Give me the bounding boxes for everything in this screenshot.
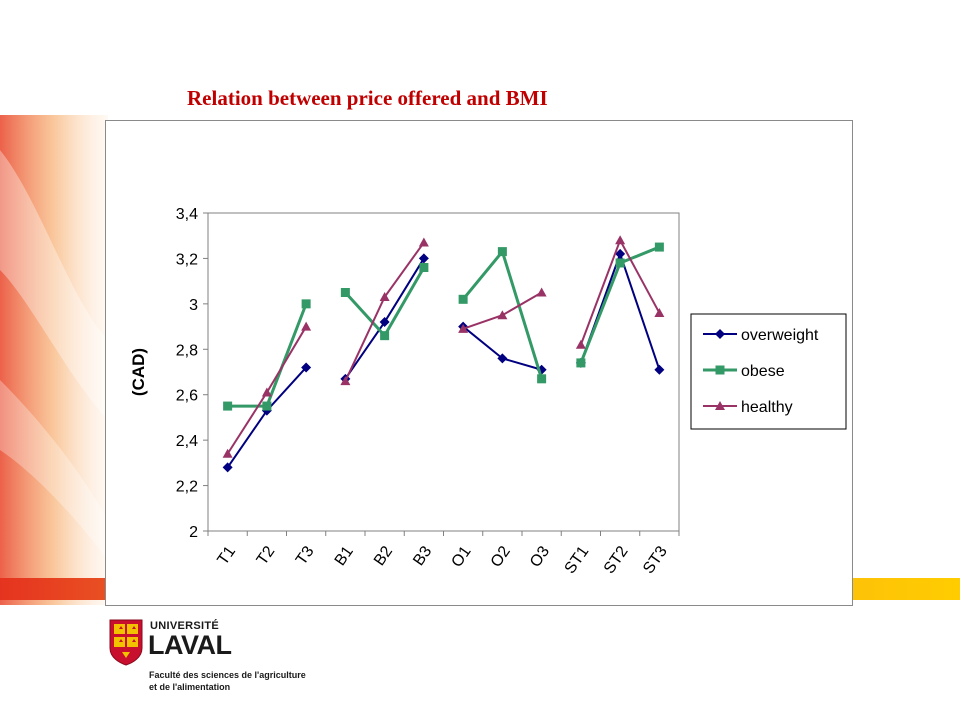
data-point-overweight: [497, 353, 508, 364]
data-point-obese: [340, 288, 350, 297]
data-point-healthy: [575, 339, 586, 349]
y-tick-label: 2,4: [176, 433, 198, 450]
data-point-overweight: [654, 364, 665, 375]
data-point-healthy: [261, 387, 272, 397]
data-point-healthy: [301, 321, 312, 331]
x-tick-label: ST2: [601, 543, 632, 577]
legend-marker-obese: [715, 365, 725, 375]
data-point-healthy: [654, 307, 665, 317]
data-point-healthy: [536, 287, 547, 297]
universite-laval-logo: UNIVERSITÉ LAVAL Faculté des sciences de…: [108, 618, 338, 698]
university-name: LAVAL: [148, 630, 232, 660]
y-tick-label: 3,4: [176, 206, 198, 223]
x-tick-label: O2: [488, 543, 514, 570]
data-point-obese: [615, 258, 625, 268]
data-point-overweight: [222, 462, 233, 473]
data-point-obese: [458, 294, 468, 304]
data-point-obese: [301, 299, 311, 309]
legend-label-overweight: overweight: [741, 327, 819, 344]
x-tick-label: T3: [293, 543, 318, 568]
x-tick-label: ST1: [562, 543, 593, 577]
university-label: UNIVERSITÉ: [150, 620, 220, 632]
crest-icon: [109, 619, 143, 666]
data-point-overweight: [301, 362, 312, 373]
chart-container: 2 2,2 2,4 2,6 2,8 3 3,2 3,4 T1 T2 T3 B1 B2 B3 O1 O2 O3 ST…: [105, 120, 853, 606]
data-point-obese: [262, 401, 272, 411]
data-point-obese: [223, 401, 233, 411]
data-point-obese: [576, 358, 586, 368]
x-tick-label: B1: [332, 543, 357, 569]
legend-label-healthy: healthy: [741, 399, 793, 416]
data-point-overweight: [379, 317, 390, 328]
y-tick-label: 2,8: [176, 342, 198, 359]
data-point-obese: [654, 242, 664, 252]
data-point-healthy: [340, 376, 351, 386]
y-tick-label: 2,6: [176, 388, 198, 405]
legend-marker-healthy: [715, 401, 725, 410]
plot-area: [207, 212, 680, 532]
data-point-obese: [537, 374, 547, 384]
data-point-healthy: [222, 448, 233, 458]
data-point-healthy: [379, 292, 390, 302]
slide-title: Relation between price offered and BMI: [187, 86, 548, 110]
y-tick-label: 2: [189, 524, 198, 541]
y-tick-label: 3: [189, 297, 198, 314]
data-point-healthy: [615, 235, 626, 245]
data-point-healthy: [458, 323, 469, 333]
faculty-line-2: et de l'alimentation: [149, 682, 231, 692]
faculty-line-1: Faculté des sciences de l'agriculture: [149, 670, 306, 680]
x-tick-label: O3: [527, 543, 553, 570]
line-chart: 2 2,2 2,4 2,6 2,8 3 3,2 3,4 T1 T2 T3 B1 B2 B3 O1 O2 O3 ST…: [129, 206, 847, 577]
data-point-healthy: [497, 310, 508, 320]
data-point-overweight: [615, 248, 626, 259]
y-tick-label: 3,2: [176, 251, 198, 268]
faculty-name: Faculté des sciences de l'agriculture et…: [149, 669, 339, 693]
legend-label-obese: obese: [741, 363, 785, 380]
y-axis-label: (CAD): [129, 348, 148, 396]
data-point-obese: [497, 247, 507, 257]
legend-marker-overweight: [715, 329, 725, 339]
x-tick-label: O1: [448, 543, 474, 570]
data-point-obese: [380, 331, 390, 341]
x-tick-label: B3: [410, 543, 435, 569]
x-tick-label: B2: [371, 543, 396, 569]
x-tick-label: T1: [214, 543, 239, 568]
data-point-overweight: [418, 253, 429, 264]
x-tick-label: ST3: [640, 543, 671, 577]
x-tick-label: T2: [254, 543, 279, 568]
y-tick-label: 2,2: [176, 479, 198, 496]
data-point-healthy: [418, 237, 429, 247]
data-point-obese: [419, 263, 429, 273]
